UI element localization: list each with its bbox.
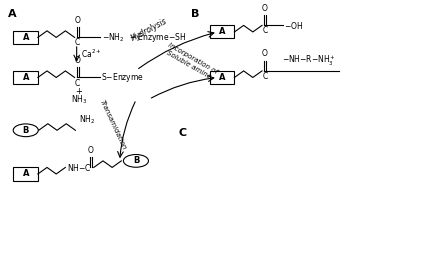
- FancyBboxPatch shape: [210, 71, 234, 84]
- Text: A: A: [22, 73, 29, 82]
- Text: A: A: [219, 27, 225, 36]
- Text: $-$OH: $-$OH: [284, 20, 303, 31]
- Text: Hydrolysis: Hydrolysis: [129, 16, 168, 43]
- Text: B: B: [133, 156, 139, 165]
- Text: NH$_3$: NH$_3$: [71, 93, 87, 106]
- Text: $+$: $+$: [75, 86, 83, 96]
- Text: O: O: [262, 49, 268, 58]
- Ellipse shape: [124, 155, 148, 167]
- Text: C: C: [262, 72, 268, 81]
- Text: A: A: [219, 73, 225, 82]
- Text: C: C: [178, 128, 186, 138]
- Text: A: A: [22, 169, 29, 178]
- FancyBboxPatch shape: [210, 25, 234, 39]
- Text: O: O: [74, 56, 80, 65]
- Text: $-$NH$_2$: $-$NH$_2$: [102, 31, 124, 44]
- Text: Incorporation of
Soluble amine: Incorporation of Soluble amine: [163, 42, 218, 81]
- FancyBboxPatch shape: [14, 167, 38, 181]
- Text: C: C: [75, 39, 80, 48]
- FancyBboxPatch shape: [14, 31, 38, 44]
- Ellipse shape: [13, 124, 38, 137]
- Text: NH$-$C: NH$-$C: [68, 162, 92, 173]
- Text: Ca$^{2+}$: Ca$^{2+}$: [81, 48, 102, 60]
- Text: S$-$Enzyme: S$-$Enzyme: [101, 71, 144, 84]
- Text: O: O: [74, 16, 80, 25]
- Text: C: C: [75, 78, 80, 88]
- Text: O: O: [262, 4, 268, 13]
- Text: $+$ Enzyme$-$SH: $+$ Enzyme$-$SH: [129, 31, 186, 44]
- Text: Transamidation: Transamidation: [99, 99, 128, 151]
- Text: O: O: [88, 146, 93, 155]
- Text: C: C: [262, 27, 268, 35]
- Text: $-$NH$-$R$-$NH$_3^+$: $-$NH$-$R$-$NH$_3^+$: [282, 54, 335, 68]
- Text: NH$_2$: NH$_2$: [79, 113, 95, 126]
- Text: A: A: [22, 33, 29, 42]
- Text: B: B: [191, 9, 199, 19]
- Text: A: A: [8, 9, 16, 19]
- Text: B: B: [22, 126, 29, 135]
- FancyBboxPatch shape: [14, 71, 38, 84]
